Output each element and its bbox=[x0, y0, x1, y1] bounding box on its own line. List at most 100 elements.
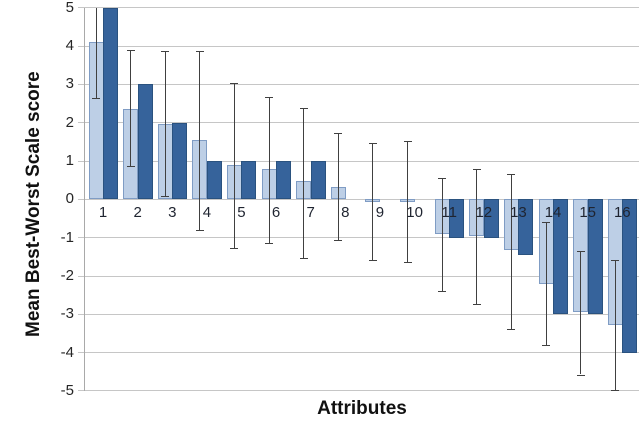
x-tick-label: 1 bbox=[98, 204, 108, 222]
error-bar-cap bbox=[230, 83, 239, 85]
x-tick-label: 14 bbox=[544, 204, 562, 222]
error-bar-line bbox=[372, 143, 374, 260]
x-tick-label: 10 bbox=[406, 204, 423, 222]
x-tick-label: 5 bbox=[237, 204, 246, 222]
error-bar-line bbox=[614, 259, 616, 391]
series2-bar bbox=[518, 199, 534, 255]
error-bar-cap bbox=[438, 290, 447, 292]
gridline bbox=[78, 390, 639, 392]
error-bar-line bbox=[164, 50, 166, 196]
error-bar-cap bbox=[265, 97, 274, 98]
error-bar-line bbox=[580, 251, 582, 375]
x-tick-label: 4 bbox=[202, 204, 212, 222]
error-bar-cap bbox=[576, 374, 585, 376]
error-bar-cap bbox=[368, 259, 377, 261]
error-bar-line bbox=[233, 83, 235, 248]
y-tick-label: 5 bbox=[65, 0, 74, 16]
error-bar-cap bbox=[542, 222, 551, 224]
error-bar-cap bbox=[438, 177, 447, 179]
x-tick-label: 6 bbox=[271, 204, 281, 222]
x-tick-label: 13 bbox=[510, 204, 527, 222]
error-bar-cap bbox=[507, 329, 516, 331]
x-tick-label: 8 bbox=[341, 204, 350, 222]
error-bar-cap bbox=[92, 97, 100, 99]
error-bar-cap bbox=[161, 50, 170, 52]
error-bar-cap bbox=[230, 247, 239, 249]
series2-bar bbox=[622, 199, 638, 353]
error-bar-cap bbox=[403, 140, 412, 142]
series2-bar bbox=[276, 161, 292, 200]
error-bar-cap bbox=[299, 257, 308, 259]
error-bar-cap bbox=[195, 51, 204, 52]
error-bar-line bbox=[337, 133, 339, 240]
gridline bbox=[78, 122, 639, 124]
y-tick-label: 1 bbox=[65, 151, 74, 169]
error-bar-line bbox=[441, 177, 443, 291]
x-tick-label: 9 bbox=[375, 204, 385, 222]
error-bar-cap bbox=[161, 195, 170, 197]
gridline bbox=[78, 7, 639, 9]
y-tick-label: -2 bbox=[60, 266, 74, 284]
error-bar-cap bbox=[195, 230, 204, 231]
series2-bar bbox=[137, 84, 153, 200]
series2-bar bbox=[449, 199, 465, 238]
x-tick-label: 11 bbox=[441, 204, 457, 222]
error-bar-cap bbox=[472, 169, 481, 170]
gridline bbox=[78, 275, 639, 277]
error-bar-cap bbox=[299, 108, 308, 110]
error-bar-line bbox=[303, 108, 305, 258]
error-bar-line bbox=[545, 222, 547, 345]
gridline bbox=[78, 83, 639, 85]
y-tick-label: -1 bbox=[60, 228, 74, 246]
gridline bbox=[78, 237, 639, 239]
series2-bar bbox=[483, 199, 499, 238]
gridline bbox=[78, 313, 639, 315]
series2-bar bbox=[172, 122, 188, 200]
x-tick-label: 7 bbox=[306, 204, 315, 222]
x-tick-label: 16 bbox=[613, 204, 631, 222]
error-bar-cap bbox=[403, 261, 412, 263]
y-tick-label: 3 bbox=[65, 75, 74, 93]
error-bar-cap bbox=[126, 166, 135, 167]
gridline bbox=[78, 160, 639, 162]
error-bar-line bbox=[130, 49, 132, 166]
y-axis-title: Mean Best-Worst Scale score bbox=[23, 71, 44, 337]
error-bar-cap bbox=[368, 143, 377, 144]
x-axis-title: Attributes bbox=[317, 398, 407, 419]
series2-bar bbox=[310, 161, 326, 200]
error-bar-cap bbox=[334, 239, 343, 241]
series2-bar bbox=[241, 161, 257, 200]
y-axis-line bbox=[84, 7, 85, 391]
error-bar-cap bbox=[334, 133, 343, 134]
error-bar-cap bbox=[126, 49, 135, 51]
y-tick-label: 0 bbox=[65, 190, 74, 208]
gridline bbox=[78, 198, 639, 200]
error-bar-line bbox=[95, 7, 97, 98]
error-bar-line bbox=[268, 97, 270, 244]
y-tick-label: 2 bbox=[65, 113, 74, 131]
error-bar-cap bbox=[265, 243, 274, 245]
gridline bbox=[78, 352, 639, 354]
x-tick-label: 15 bbox=[579, 204, 597, 222]
error-bar-cap bbox=[507, 174, 516, 175]
gridline bbox=[78, 45, 639, 47]
error-bar-line bbox=[476, 169, 478, 304]
error-bar-cap bbox=[472, 303, 481, 305]
y-tick-label: -3 bbox=[60, 305, 74, 323]
y-tick-label: -4 bbox=[60, 343, 74, 361]
error-bar-line bbox=[510, 174, 512, 330]
error-bar-line bbox=[199, 51, 201, 230]
error-bar-cap bbox=[576, 251, 585, 253]
x-tick-label: 3 bbox=[168, 204, 177, 222]
error-bar-cap bbox=[611, 390, 620, 392]
error-bar-cap bbox=[542, 345, 551, 346]
series2-bar bbox=[103, 7, 118, 200]
error-bar-line bbox=[407, 140, 409, 262]
series2-bar bbox=[206, 161, 222, 200]
y-tick-label: 4 bbox=[65, 36, 74, 54]
series2-bar bbox=[553, 199, 569, 315]
x-tick-label: 2 bbox=[133, 204, 142, 222]
y-tick-label: -5 bbox=[60, 381, 74, 399]
